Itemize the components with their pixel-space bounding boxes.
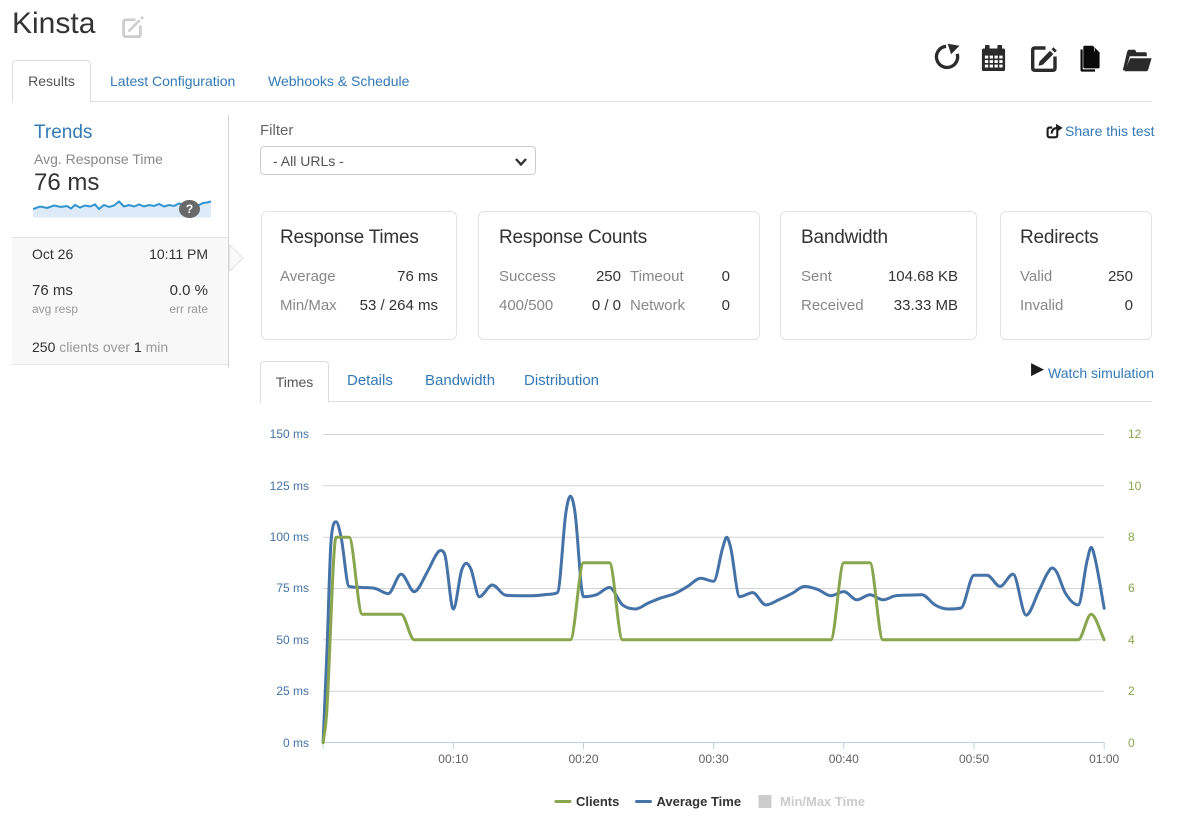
svg-text:00:10: 00:10 [438,752,468,766]
svg-text:125 ms: 125 ms [270,479,309,493]
svg-text:00:50: 00:50 [959,752,989,766]
svg-text:6: 6 [1128,581,1135,595]
svg-text:10: 10 [1128,479,1142,493]
svg-text:8: 8 [1128,530,1135,544]
svg-text:100 ms: 100 ms [270,530,309,544]
svg-text:Clients: Clients [576,794,619,809]
svg-text:Average Time: Average Time [657,794,742,809]
svg-text:01:00: 01:00 [1089,752,1119,766]
svg-text:25 ms: 25 ms [276,684,309,698]
svg-text:2: 2 [1128,684,1135,698]
svg-text:4: 4 [1128,633,1135,647]
svg-text:0 ms: 0 ms [283,736,309,750]
svg-text:00:40: 00:40 [829,752,859,766]
svg-text:Min/Max Time: Min/Max Time [780,794,865,809]
svg-text:50 ms: 50 ms [276,633,309,647]
svg-text:75 ms: 75 ms [276,581,309,595]
svg-text:0: 0 [1128,736,1135,750]
svg-text:12: 12 [1128,427,1142,441]
svg-text:00:30: 00:30 [699,752,729,766]
svg-text:00:20: 00:20 [568,752,598,766]
svg-text:150 ms: 150 ms [270,427,309,441]
